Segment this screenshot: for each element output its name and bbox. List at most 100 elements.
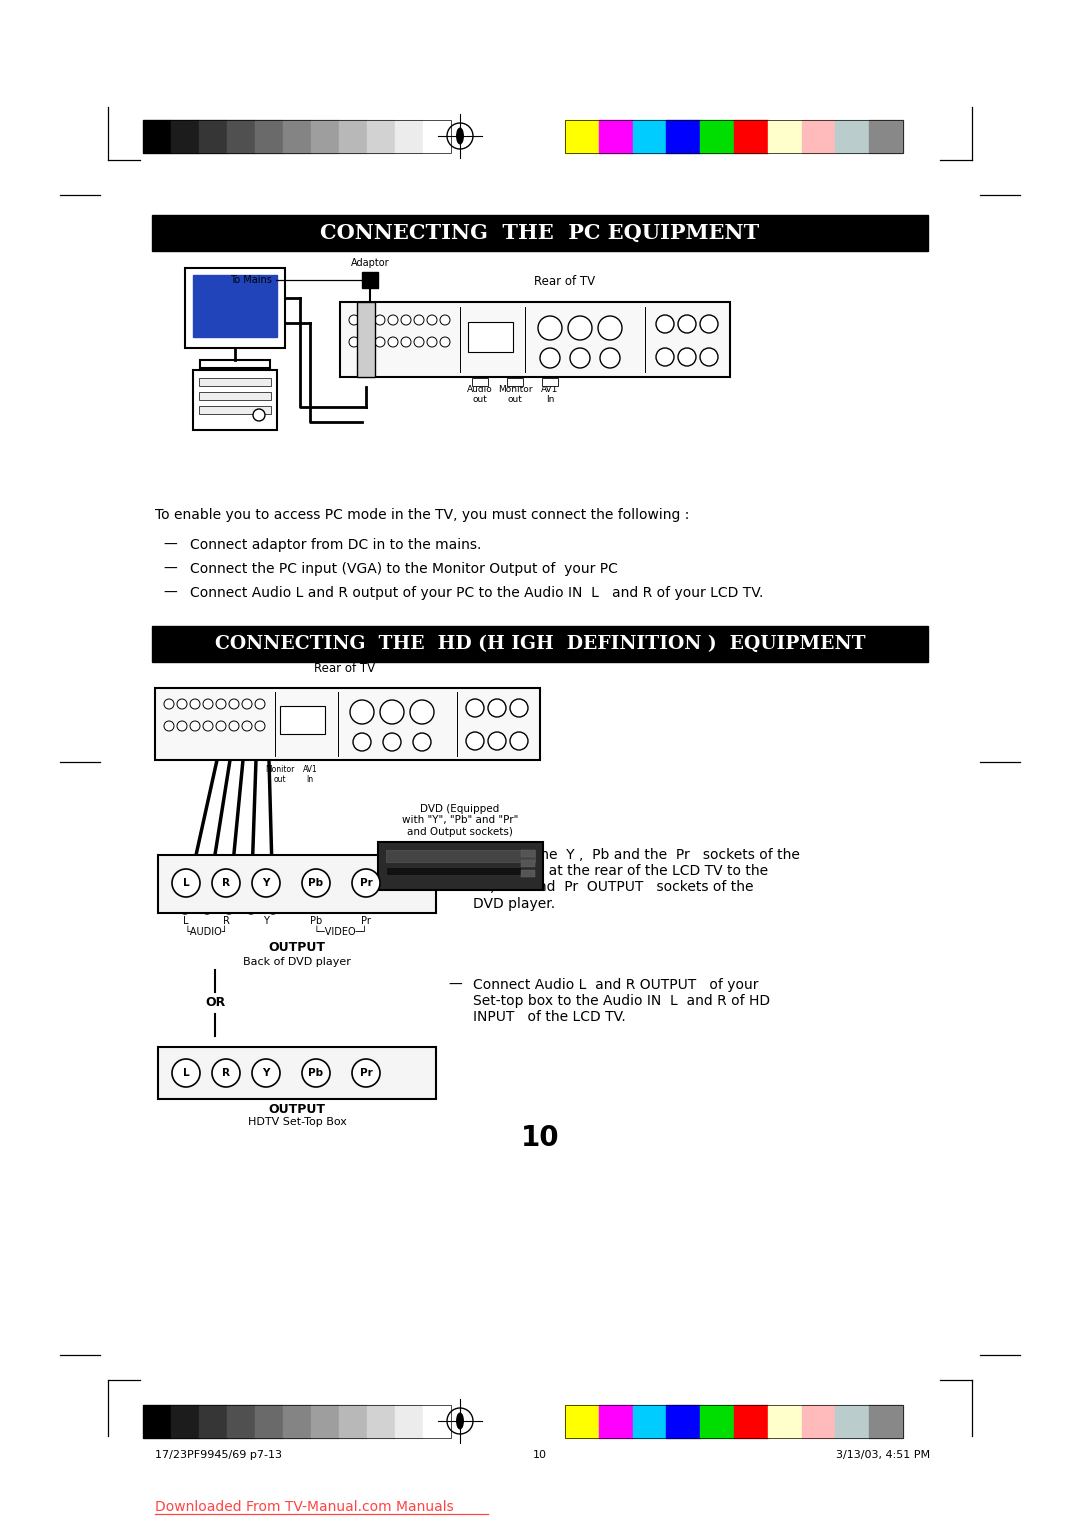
- Bar: [158, 856, 436, 914]
- Text: Rear of TV: Rear of TV: [535, 275, 595, 287]
- Bar: [143, 121, 171, 153]
- Circle shape: [375, 315, 384, 325]
- Bar: [143, 1406, 451, 1438]
- Text: 17/23PF9945/69 p7-13: 17/23PF9945/69 p7-13: [156, 1450, 282, 1459]
- Circle shape: [538, 316, 562, 341]
- Circle shape: [465, 698, 484, 717]
- Bar: [311, 121, 339, 153]
- Circle shape: [177, 698, 187, 709]
- Circle shape: [488, 698, 507, 717]
- Circle shape: [678, 348, 696, 367]
- Text: Connect Audio L  and R OUTPUT   of your
Set-top box to the Audio IN  L  and R of: Connect Audio L and R OUTPUT of your Set…: [473, 978, 770, 1024]
- Bar: [311, 1406, 339, 1438]
- Circle shape: [352, 869, 380, 897]
- Text: To Mains: To Mains: [230, 275, 272, 286]
- Bar: [801, 121, 836, 153]
- Text: R: R: [222, 915, 229, 926]
- Bar: [633, 1406, 666, 1438]
- Circle shape: [190, 721, 200, 730]
- Bar: [280, 706, 325, 733]
- Circle shape: [253, 410, 265, 422]
- Bar: [171, 121, 199, 153]
- Circle shape: [427, 338, 437, 347]
- Text: Audio
out: Audio out: [468, 385, 492, 405]
- Circle shape: [229, 721, 239, 730]
- Circle shape: [383, 733, 401, 750]
- Ellipse shape: [457, 128, 463, 144]
- Circle shape: [465, 732, 484, 750]
- Circle shape: [401, 315, 411, 325]
- Bar: [801, 1406, 836, 1438]
- Bar: [386, 866, 521, 876]
- Text: OUTPUT: OUTPUT: [269, 1103, 325, 1115]
- Circle shape: [427, 315, 437, 325]
- Circle shape: [510, 732, 528, 750]
- Circle shape: [414, 338, 424, 347]
- Text: Connect adaptor from DC in to the mains.: Connect adaptor from DC in to the mains.: [190, 538, 482, 552]
- Circle shape: [700, 315, 718, 333]
- Circle shape: [414, 315, 424, 325]
- Circle shape: [600, 348, 620, 368]
- Bar: [423, 121, 451, 153]
- Circle shape: [212, 869, 240, 897]
- Circle shape: [568, 316, 592, 341]
- Text: HDTV Set-Top Box: HDTV Set-Top Box: [247, 1117, 347, 1128]
- Circle shape: [212, 1059, 240, 1086]
- Bar: [171, 1406, 199, 1438]
- Bar: [199, 377, 271, 387]
- Circle shape: [410, 700, 434, 724]
- Bar: [143, 1406, 171, 1438]
- Circle shape: [362, 338, 372, 347]
- Circle shape: [164, 698, 174, 709]
- Text: CONNECTING  THE  PC EQUIPMENT: CONNECTING THE PC EQUIPMENT: [321, 223, 759, 243]
- Bar: [283, 121, 311, 153]
- Circle shape: [598, 316, 622, 341]
- Text: Connect Audio L and R output of your PC to the Audio IN  L   and R of your LCD T: Connect Audio L and R output of your PC …: [190, 587, 764, 601]
- Circle shape: [678, 315, 696, 333]
- Circle shape: [570, 348, 590, 368]
- Bar: [367, 1406, 395, 1438]
- Circle shape: [164, 721, 174, 730]
- Bar: [869, 121, 903, 153]
- Circle shape: [440, 315, 450, 325]
- Circle shape: [488, 732, 507, 750]
- Bar: [227, 1406, 255, 1438]
- Circle shape: [252, 869, 280, 897]
- Bar: [193, 275, 276, 338]
- Text: L: L: [184, 915, 189, 926]
- Text: Y: Y: [264, 915, 269, 926]
- Text: —: —: [163, 587, 177, 601]
- Text: R: R: [222, 879, 230, 888]
- Bar: [199, 393, 271, 400]
- Bar: [395, 121, 423, 153]
- Text: —: —: [448, 848, 462, 862]
- Bar: [565, 121, 598, 153]
- Text: Downloaded From TV-Manual.com Manuals: Downloaded From TV-Manual.com Manuals: [156, 1500, 454, 1514]
- Text: Pr: Pr: [361, 915, 370, 926]
- Bar: [143, 121, 451, 153]
- Circle shape: [349, 338, 359, 347]
- Circle shape: [172, 1059, 200, 1086]
- Bar: [521, 850, 535, 857]
- Bar: [340, 303, 730, 377]
- Circle shape: [413, 733, 431, 750]
- Bar: [472, 377, 488, 387]
- Ellipse shape: [457, 1413, 463, 1429]
- Bar: [565, 1406, 903, 1438]
- Text: DVD (Equipped
with "Y", "Pb" and "Pr"
and Output sockets): DVD (Equipped with "Y", "Pb" and "Pr" an…: [402, 804, 518, 837]
- Bar: [565, 1406, 598, 1438]
- Circle shape: [353, 733, 372, 750]
- Circle shape: [216, 698, 226, 709]
- Bar: [199, 1406, 227, 1438]
- Circle shape: [700, 348, 718, 367]
- Text: L: L: [183, 879, 189, 888]
- Text: R: R: [222, 1068, 230, 1077]
- Circle shape: [177, 721, 187, 730]
- Bar: [666, 1406, 700, 1438]
- Text: —: —: [448, 978, 462, 992]
- Bar: [633, 121, 666, 153]
- Bar: [542, 377, 558, 387]
- Bar: [836, 121, 869, 153]
- Bar: [468, 322, 513, 351]
- Bar: [227, 121, 255, 153]
